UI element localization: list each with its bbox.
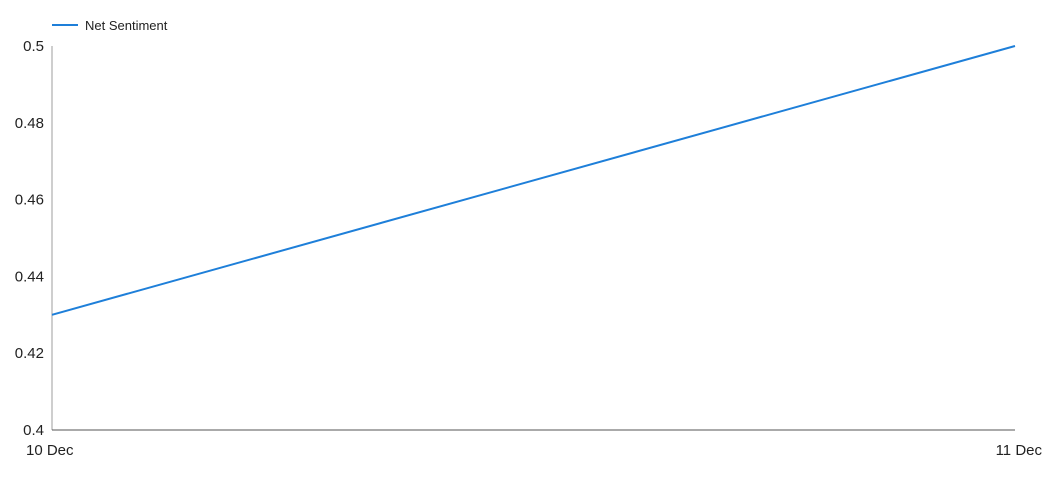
x-tick-labels: 10 Dec 11 Dec — [26, 442, 1042, 459]
x-tick-label: 10 Dec — [26, 442, 74, 459]
y-tick-label: 0.4 — [23, 422, 44, 439]
x-tick-label: 11 Dec — [996, 442, 1043, 459]
series-layer — [46, 40, 1021, 321]
legend: Net Sentiment — [52, 18, 168, 33]
y-tick-labels: 0.4 0.42 0.44 0.46 0.48 0.5 — [15, 38, 44, 439]
legend-label-net-sentiment: Net Sentiment — [85, 18, 168, 33]
y-tick-label: 0.46 — [15, 192, 44, 209]
y-tick-label: 0.42 — [15, 345, 44, 362]
axes — [51, 46, 1015, 431]
data-point[interactable] — [1009, 40, 1021, 52]
data-point[interactable] — [46, 309, 58, 321]
y-tick-label: 0.5 — [23, 38, 44, 55]
y-tick-label: 0.48 — [15, 115, 44, 132]
y-tick-label: 0.44 — [15, 268, 44, 285]
series-line-net-sentiment — [51, 45, 1016, 316]
